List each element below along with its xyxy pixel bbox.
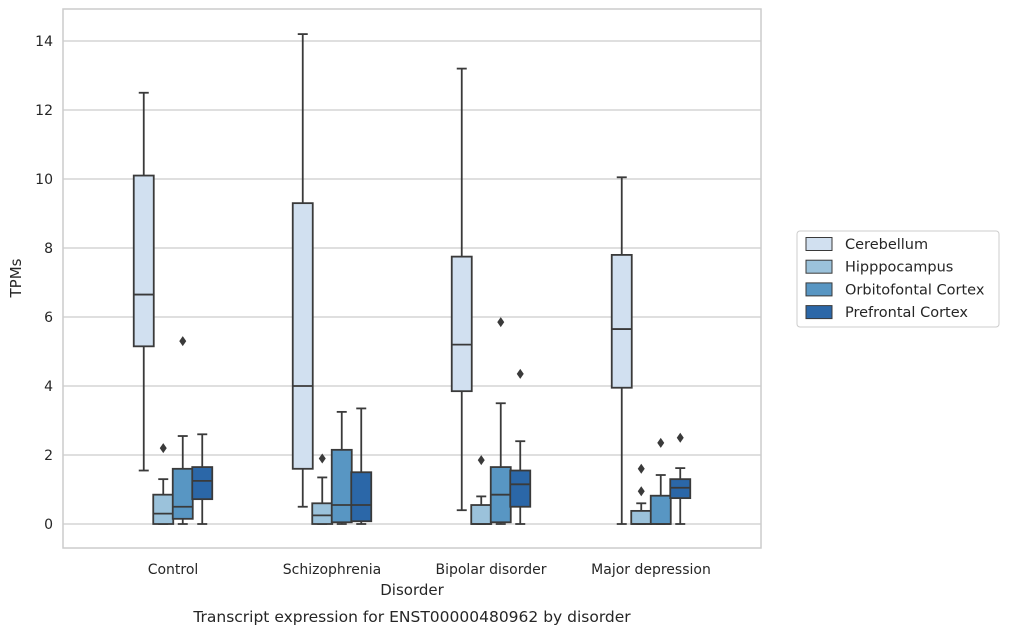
gridlines bbox=[63, 40, 761, 525]
plot-frame bbox=[62, 8, 762, 549]
legend: Cerebellum Hipppocampus Orbitofontal Corte… bbox=[796, 230, 1000, 328]
y-tick-label: 14 bbox=[35, 34, 53, 50]
outlier-point bbox=[516, 368, 524, 379]
x-tick-label: Control bbox=[148, 562, 199, 578]
outlier-point bbox=[637, 486, 645, 497]
outlier-point bbox=[159, 443, 167, 454]
box-hipppocampus bbox=[311, 453, 334, 525]
box-body bbox=[311, 502, 334, 525]
box-hipppocampus bbox=[630, 463, 653, 525]
box-prefrontal-cortex bbox=[669, 432, 692, 525]
box-body bbox=[132, 174, 155, 348]
outlier-point bbox=[657, 437, 665, 448]
box-hipppocampus bbox=[470, 455, 493, 525]
y-tick-labels: 0 2 4 6 8 10 12 14 bbox=[35, 34, 53, 533]
box-body bbox=[291, 202, 314, 470]
x-tick-label: Major depression bbox=[591, 562, 711, 578]
legend-label: Orbitofontal Cortex bbox=[845, 282, 985, 298]
y-axis-title: TPMs bbox=[7, 258, 25, 298]
legend-label: Prefrontal Cortex bbox=[845, 305, 968, 321]
box-orbitofontal-cortex bbox=[649, 437, 672, 525]
box-cerebellum bbox=[610, 176, 633, 525]
box-body bbox=[630, 509, 653, 525]
box-body bbox=[152, 493, 175, 525]
box-body bbox=[470, 504, 493, 525]
y-tick-label: 4 bbox=[44, 379, 53, 395]
x-tick-labels: Control Schizophrenia Bipolar disorder Majo… bbox=[148, 562, 711, 578]
legend-frame bbox=[796, 230, 1000, 328]
y-tick-label: 6 bbox=[44, 310, 53, 326]
box-orbitofontal-cortex bbox=[489, 317, 512, 525]
box-prefrontal-cortex bbox=[350, 407, 373, 525]
legend-swatch bbox=[805, 259, 833, 274]
box-body bbox=[649, 494, 672, 525]
box-orbitofontal-cortex bbox=[330, 410, 353, 525]
box-cerebellum bbox=[291, 33, 314, 508]
x-tick-label: Schizophrenia bbox=[283, 562, 381, 578]
chart-caption: Transcript expression for ENST0000048096… bbox=[192, 608, 631, 626]
box-body bbox=[610, 253, 633, 389]
y-tick-label: 0 bbox=[44, 517, 53, 533]
y-tick-label: 2 bbox=[44, 448, 53, 464]
box-body bbox=[330, 448, 353, 524]
box-body bbox=[171, 467, 194, 520]
outlier-point bbox=[477, 455, 485, 466]
box-body bbox=[350, 471, 373, 523]
legend-swatch bbox=[805, 305, 833, 320]
box-prefrontal-cortex bbox=[191, 433, 214, 525]
outlier-point bbox=[676, 432, 684, 443]
outlier-point bbox=[179, 336, 187, 347]
outlier-point bbox=[318, 453, 326, 464]
y-tick-label: 8 bbox=[44, 241, 53, 257]
box-cerebellum bbox=[132, 91, 155, 472]
box-hipppocampus bbox=[152, 443, 175, 525]
x-tick-label: Bipolar disorder bbox=[435, 562, 546, 578]
boxes bbox=[132, 33, 692, 525]
box-orbitofontal-cortex bbox=[171, 336, 194, 525]
legend-label: Cerebellum bbox=[845, 237, 928, 253]
x-axis-title: Disorder bbox=[380, 581, 444, 599]
box-body bbox=[450, 255, 473, 393]
legend-swatch bbox=[805, 237, 833, 251]
box-body bbox=[509, 469, 532, 508]
box-prefrontal-cortex bbox=[509, 368, 532, 525]
box-body bbox=[191, 466, 214, 501]
outlier-point bbox=[497, 317, 505, 328]
legend-label: Hipppocampus bbox=[845, 260, 953, 276]
box-cerebellum bbox=[450, 67, 473, 512]
outlier-point bbox=[637, 463, 645, 474]
y-tick-label: 12 bbox=[35, 103, 53, 119]
legend-swatch bbox=[805, 282, 833, 297]
y-tick-label: 10 bbox=[35, 172, 53, 188]
